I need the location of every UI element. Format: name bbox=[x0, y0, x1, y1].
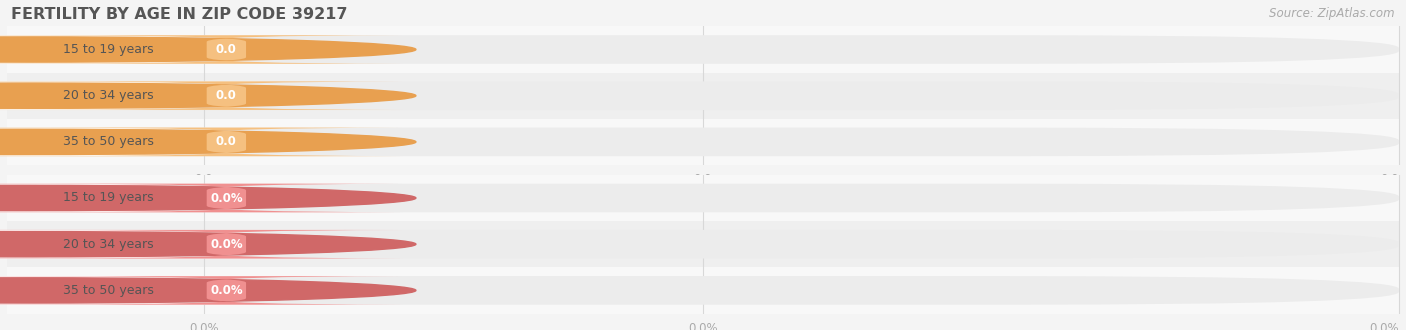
Text: 15 to 19 years: 15 to 19 years bbox=[63, 191, 153, 205]
FancyBboxPatch shape bbox=[0, 128, 364, 156]
Text: 0.0%: 0.0% bbox=[1369, 322, 1399, 330]
FancyBboxPatch shape bbox=[0, 82, 364, 110]
FancyBboxPatch shape bbox=[49, 82, 402, 110]
FancyBboxPatch shape bbox=[0, 276, 364, 305]
FancyBboxPatch shape bbox=[49, 128, 402, 156]
FancyBboxPatch shape bbox=[7, 119, 1399, 165]
FancyBboxPatch shape bbox=[0, 35, 364, 64]
FancyBboxPatch shape bbox=[7, 175, 1399, 221]
FancyBboxPatch shape bbox=[7, 26, 1399, 73]
FancyBboxPatch shape bbox=[7, 128, 1399, 156]
Text: 0.0%: 0.0% bbox=[209, 284, 243, 297]
FancyBboxPatch shape bbox=[0, 230, 364, 258]
FancyBboxPatch shape bbox=[7, 82, 1399, 110]
Text: 0.0: 0.0 bbox=[194, 173, 214, 186]
Text: 35 to 50 years: 35 to 50 years bbox=[63, 135, 155, 148]
FancyBboxPatch shape bbox=[49, 276, 402, 305]
FancyBboxPatch shape bbox=[0, 184, 399, 212]
Text: 0.0%: 0.0% bbox=[688, 322, 718, 330]
FancyBboxPatch shape bbox=[0, 82, 399, 110]
Text: 35 to 50 years: 35 to 50 years bbox=[63, 284, 155, 297]
Text: 0.0: 0.0 bbox=[1381, 173, 1399, 186]
Text: Source: ZipAtlas.com: Source: ZipAtlas.com bbox=[1270, 7, 1395, 19]
FancyBboxPatch shape bbox=[7, 73, 1399, 119]
Text: 20 to 34 years: 20 to 34 years bbox=[63, 89, 153, 102]
FancyBboxPatch shape bbox=[7, 35, 1399, 64]
FancyBboxPatch shape bbox=[0, 128, 399, 156]
FancyBboxPatch shape bbox=[7, 184, 1399, 212]
Text: 15 to 19 years: 15 to 19 years bbox=[63, 43, 153, 56]
Circle shape bbox=[0, 129, 416, 154]
FancyBboxPatch shape bbox=[0, 230, 399, 258]
FancyBboxPatch shape bbox=[49, 230, 402, 258]
FancyBboxPatch shape bbox=[49, 184, 402, 212]
Circle shape bbox=[0, 278, 416, 303]
FancyBboxPatch shape bbox=[7, 221, 1399, 267]
FancyBboxPatch shape bbox=[7, 267, 1399, 314]
Circle shape bbox=[0, 232, 416, 257]
FancyBboxPatch shape bbox=[0, 35, 399, 64]
Text: 0.0%: 0.0% bbox=[188, 322, 219, 330]
Text: 0.0: 0.0 bbox=[217, 43, 236, 56]
FancyBboxPatch shape bbox=[7, 230, 1399, 258]
Text: 0.0%: 0.0% bbox=[209, 191, 243, 205]
Text: 0.0: 0.0 bbox=[217, 89, 236, 102]
FancyBboxPatch shape bbox=[7, 276, 1399, 305]
Text: 0.0: 0.0 bbox=[217, 135, 236, 148]
Circle shape bbox=[0, 37, 416, 62]
FancyBboxPatch shape bbox=[0, 276, 399, 305]
Text: 0.0%: 0.0% bbox=[209, 238, 243, 251]
Text: FERTILITY BY AGE IN ZIP CODE 39217: FERTILITY BY AGE IN ZIP CODE 39217 bbox=[11, 7, 347, 21]
Text: 20 to 34 years: 20 to 34 years bbox=[63, 238, 153, 251]
Circle shape bbox=[0, 83, 416, 108]
Circle shape bbox=[0, 185, 416, 211]
FancyBboxPatch shape bbox=[49, 35, 402, 64]
FancyBboxPatch shape bbox=[0, 184, 364, 212]
Text: 0.0: 0.0 bbox=[693, 173, 713, 186]
